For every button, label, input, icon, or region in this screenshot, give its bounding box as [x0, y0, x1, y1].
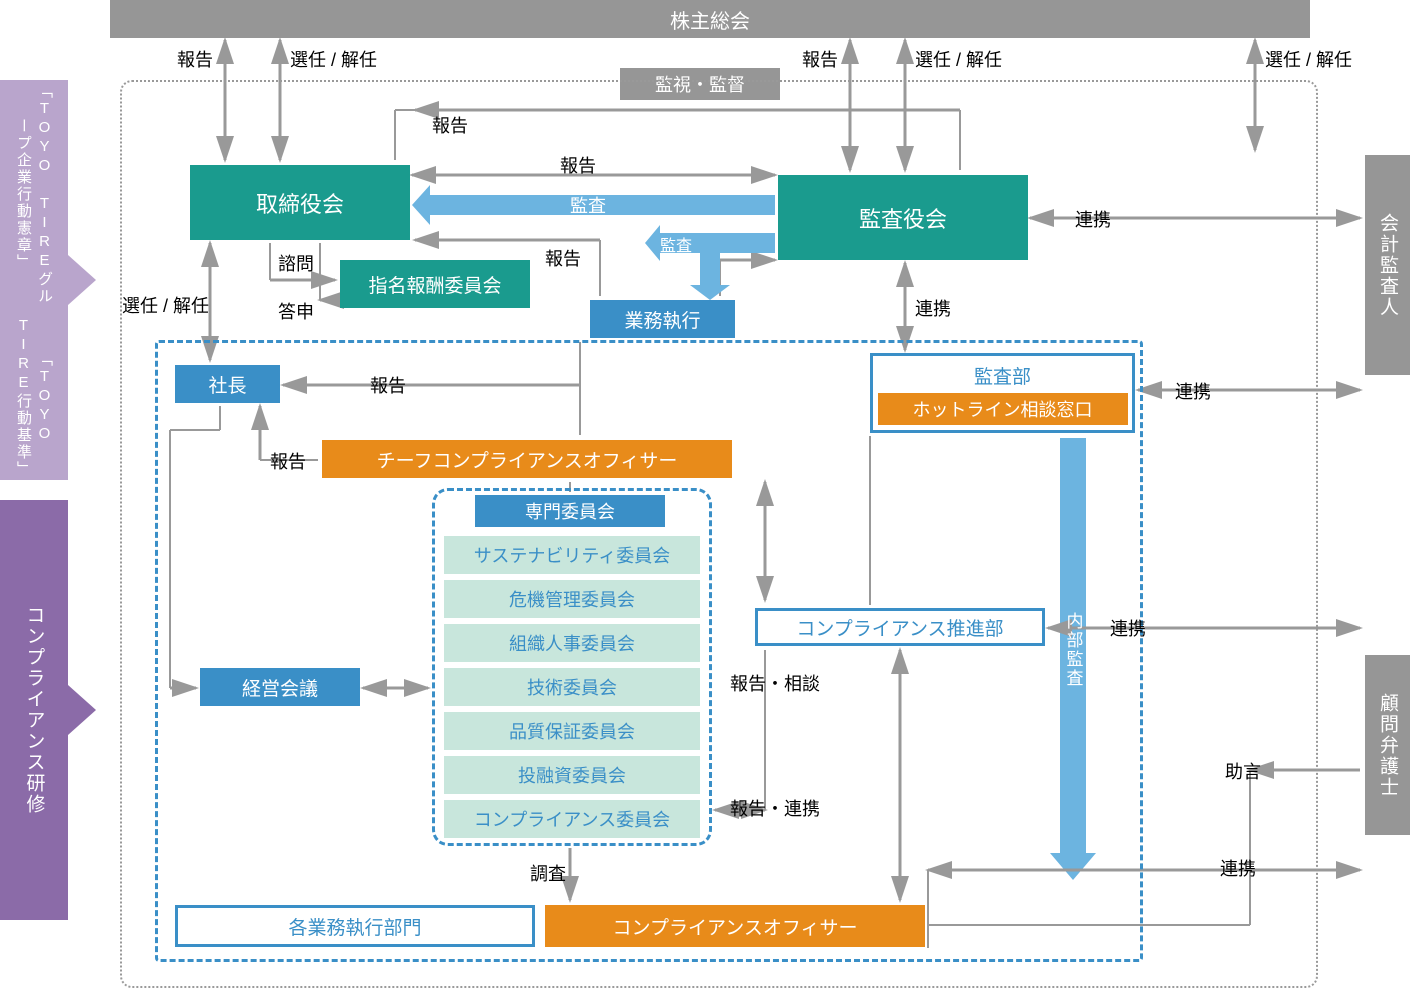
compliance-officer-box: コンプライアンスオフィサー — [545, 905, 925, 947]
label-report: 報告 — [432, 112, 468, 138]
legal-counsel-box: 顧問弁護士 — [1365, 655, 1410, 835]
label-appoint: 選任 / 解任 — [290, 46, 377, 72]
label-report-coop: 報告・連携 — [730, 795, 820, 821]
label-report: 報告 — [270, 448, 306, 474]
charter-bottom-text: 「TOYO TIRE行動基準」 — [13, 314, 55, 480]
hotline-box: ホットライン相談窓口 — [878, 393, 1128, 425]
charter-top-text: 「TOYO TIREグループ企業行動憲章」 — [13, 80, 55, 308]
audit-dept-box: 監査部 ホットライン相談窓口 — [870, 353, 1135, 433]
label-appoint: 選任 / 解任 — [915, 46, 1002, 72]
label-inquiry: 諮問 — [278, 250, 314, 276]
president-box: 社長 — [175, 365, 280, 403]
charter-arrow-icon — [68, 255, 96, 305]
committee-item: 品質保証委員会 — [444, 712, 700, 750]
committees-list: サステナビリティ委員会 危機管理委員会 組織人事委員会 技術委員会 品質保証委員… — [444, 536, 700, 838]
label-investigation: 調査 — [530, 860, 566, 886]
accounting-auditor-box: 会計監査人 — [1365, 155, 1410, 375]
audit-dept-label: 監査部 — [974, 362, 1031, 389]
label-cooperation: 連携 — [915, 295, 951, 321]
committee-item: 組織人事委員会 — [444, 624, 700, 662]
label-response: 答申 — [278, 298, 314, 324]
committee-item: 技術委員会 — [444, 668, 700, 706]
nomination-committee-box: 指名報酬委員会 — [340, 260, 530, 308]
compliance-promo-box: コンプライアンス推進部 — [755, 608, 1045, 646]
committee-item: サステナビリティ委員会 — [444, 536, 700, 574]
exec-depts-box: 各業務執行部門 — [175, 905, 535, 947]
committee-item: 投融資委員会 — [444, 756, 700, 794]
label-cooperation: 連携 — [1175, 378, 1211, 404]
board-directors-box: 取締役会 — [190, 165, 410, 240]
charter-sidebar: 「TOYO TIREグループ企業行動憲章」 「TOYO TIRE行動基準」 — [0, 80, 68, 480]
label-cooperation: 連携 — [1075, 206, 1111, 232]
label-report-consult: 報告・相談 — [730, 670, 820, 696]
label-report: 報告 — [802, 46, 838, 72]
training-arrow-icon — [68, 685, 96, 735]
label-appoint: 選任 / 解任 — [122, 292, 209, 318]
committee-item: コンプライアンス委員会 — [444, 800, 700, 838]
label-report: 報告 — [545, 245, 581, 271]
committee-item: 危機管理委員会 — [444, 580, 700, 618]
label-audit: 監査 — [570, 192, 606, 218]
execution-box: 業務執行 — [590, 300, 735, 338]
cco-box: チーフコンプライアンスオフィサー — [322, 440, 732, 478]
label-report: 報告 — [177, 46, 213, 72]
audit-board-box: 監査役会 — [778, 175, 1028, 260]
shareholders-meeting-box: 株主総会 — [110, 0, 1310, 38]
label-advice: 助言 — [1225, 758, 1261, 784]
committees-header-box: 専門委員会 — [475, 495, 665, 527]
training-sidebar: コンプライアンス研修 — [0, 500, 68, 920]
label-report: 報告 — [370, 372, 406, 398]
label-appoint: 選任 / 解任 — [1265, 46, 1352, 72]
mgmt-meeting-box: 経営会議 — [200, 668, 360, 706]
label-audit: 監査 — [660, 232, 692, 256]
label-cooperation: 連携 — [1110, 615, 1146, 641]
internal-audit-label: 内部監査 — [1058, 590, 1088, 710]
label-report: 報告 — [560, 152, 596, 178]
label-cooperation: 連携 — [1220, 855, 1256, 881]
